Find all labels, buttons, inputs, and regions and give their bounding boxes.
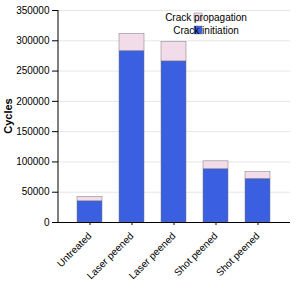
svg-text:Shot peened: Shot peened — [172, 230, 220, 278]
svg-text:150000: 150000 — [16, 126, 50, 137]
svg-text:Cycles: Cycles — [2, 98, 14, 133]
svg-text:50000: 50000 — [22, 186, 50, 197]
svg-text:100000: 100000 — [16, 156, 50, 167]
svg-text:350000: 350000 — [16, 5, 50, 16]
svg-text:0: 0 — [44, 217, 50, 228]
svg-text:Crack initiation: Crack initiation — [173, 25, 239, 36]
svg-text:Laser peened: Laser peened — [84, 230, 136, 282]
svg-text:250000: 250000 — [16, 65, 50, 76]
svg-text:300000: 300000 — [16, 35, 50, 46]
svg-text:200000: 200000 — [16, 96, 50, 107]
svg-text:Untreated: Untreated — [55, 230, 94, 269]
svg-text:Shot peened: Shot peened — [214, 230, 262, 278]
svg-text:Laser peened: Laser peened — [127, 230, 178, 281]
svg-text:Crack propagation: Crack propagation — [165, 12, 247, 23]
